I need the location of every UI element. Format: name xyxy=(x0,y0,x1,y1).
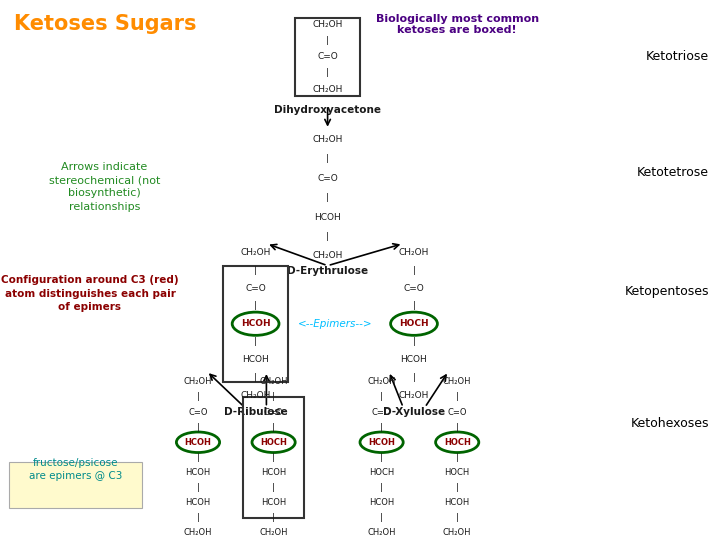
Bar xyxy=(9,462,142,508)
Text: CH₂OH: CH₂OH xyxy=(443,377,472,386)
Text: |: | xyxy=(197,393,199,401)
Text: |: | xyxy=(326,193,329,202)
Text: HCOH: HCOH xyxy=(184,438,212,447)
Text: |: | xyxy=(272,483,275,492)
Text: D-Ribulose: D-Ribulose xyxy=(224,408,287,417)
Text: CH₂OH: CH₂OH xyxy=(184,377,212,386)
Text: |: | xyxy=(456,423,459,431)
Text: HCOH: HCOH xyxy=(242,355,269,364)
Text: fructose/psicose
are epimers @ C3: fructose/psicose are epimers @ C3 xyxy=(29,458,122,481)
Text: Ketohexoses: Ketohexoses xyxy=(631,417,709,430)
Text: HCOH: HCOH xyxy=(185,498,211,507)
Text: C=O: C=O xyxy=(404,284,424,293)
Text: |: | xyxy=(272,453,275,462)
Text: |: | xyxy=(456,483,459,492)
Text: Ketopentoses: Ketopentoses xyxy=(625,285,709,298)
Text: C=O: C=O xyxy=(447,408,467,416)
Text: |: | xyxy=(254,301,257,310)
Text: CH₂OH: CH₂OH xyxy=(312,20,343,29)
Text: HOCH: HOCH xyxy=(260,438,287,447)
Text: |: | xyxy=(413,373,415,382)
Text: HCOH: HCOH xyxy=(368,438,395,447)
Text: |: | xyxy=(413,266,415,275)
Text: Ketoses Sugars: Ketoses Sugars xyxy=(14,14,197,33)
Text: |: | xyxy=(413,337,415,346)
Text: |: | xyxy=(380,453,383,462)
Text: CH₂OH: CH₂OH xyxy=(443,529,472,537)
Text: |: | xyxy=(197,453,199,462)
Text: |: | xyxy=(197,483,199,492)
Text: Biologically most common
ketoses are boxed!: Biologically most common ketoses are box… xyxy=(376,14,539,35)
Text: |: | xyxy=(326,154,329,163)
Text: |: | xyxy=(254,266,257,275)
Text: Ketotetrose: Ketotetrose xyxy=(637,166,709,179)
Bar xyxy=(223,266,288,382)
Text: |: | xyxy=(456,453,459,462)
Text: CH₂OH: CH₂OH xyxy=(312,252,343,260)
Text: CH₂OH: CH₂OH xyxy=(312,135,343,144)
Text: C=O: C=O xyxy=(318,52,338,61)
Text: HCOH: HCOH xyxy=(369,498,395,507)
Text: HOCH: HOCH xyxy=(369,468,395,477)
Text: CH₂OH: CH₂OH xyxy=(367,529,396,537)
Text: Arrows indicate
stereochemical (not
biosynthetic)
relationships: Arrows indicate stereochemical (not bios… xyxy=(49,162,160,212)
Text: |: | xyxy=(380,483,383,492)
Text: CH₂OH: CH₂OH xyxy=(367,377,396,386)
Text: Configuration around C3 (red)
atom distinguishes each pair
of epimers: Configuration around C3 (red) atom disti… xyxy=(1,275,179,312)
Text: |: | xyxy=(380,423,383,431)
Text: |: | xyxy=(413,301,415,310)
Text: |: | xyxy=(197,423,199,431)
Text: HCOH: HCOH xyxy=(400,355,428,364)
Text: D-Xylulose: D-Xylulose xyxy=(383,408,445,417)
Text: HCOH: HCOH xyxy=(261,498,287,507)
Text: C=O: C=O xyxy=(188,408,208,416)
Text: Dihydroxyacetone: Dihydroxyacetone xyxy=(274,105,381,116)
Text: |: | xyxy=(272,423,275,431)
Text: |: | xyxy=(197,514,199,522)
Text: HCOH: HCOH xyxy=(314,213,341,221)
Text: HOCH: HOCH xyxy=(399,319,429,328)
Text: HCOH: HCOH xyxy=(261,468,287,477)
Text: C=O: C=O xyxy=(264,408,284,416)
Text: CH₂OH: CH₂OH xyxy=(240,248,271,257)
Text: |: | xyxy=(272,393,275,401)
Text: C=O: C=O xyxy=(246,284,266,293)
Text: CH₂OH: CH₂OH xyxy=(399,248,429,257)
Text: C=O: C=O xyxy=(372,408,392,416)
Text: HOCH: HOCH xyxy=(444,468,470,477)
Text: CH₂OH: CH₂OH xyxy=(184,529,212,537)
Bar xyxy=(295,17,360,96)
Text: |: | xyxy=(254,373,257,382)
Text: |: | xyxy=(326,232,329,241)
Text: |: | xyxy=(456,393,459,401)
Text: HCOH: HCOH xyxy=(240,319,271,328)
Text: CH₂OH: CH₂OH xyxy=(399,390,429,400)
Text: CH₂OH: CH₂OH xyxy=(240,390,271,400)
Text: HCOH: HCOH xyxy=(185,468,211,477)
Text: |: | xyxy=(326,36,329,45)
Text: |: | xyxy=(254,337,257,346)
Bar xyxy=(243,396,305,518)
Text: |: | xyxy=(380,514,383,522)
Text: C=O: C=O xyxy=(318,174,338,183)
Text: |: | xyxy=(380,393,383,401)
Text: |: | xyxy=(456,514,459,522)
Text: |: | xyxy=(272,514,275,522)
Text: CH₂OH: CH₂OH xyxy=(312,85,343,93)
Text: <--Epimers-->: <--Epimers--> xyxy=(297,319,372,329)
Text: CH₂OH: CH₂OH xyxy=(259,377,288,386)
Text: |: | xyxy=(326,69,329,77)
Text: HCOH: HCOH xyxy=(444,498,470,507)
Text: HOCH: HOCH xyxy=(444,438,471,447)
Text: Ketotriose: Ketotriose xyxy=(646,50,709,63)
Text: D-Erythrulose: D-Erythrulose xyxy=(287,266,368,276)
Text: CH₂OH: CH₂OH xyxy=(259,529,288,537)
